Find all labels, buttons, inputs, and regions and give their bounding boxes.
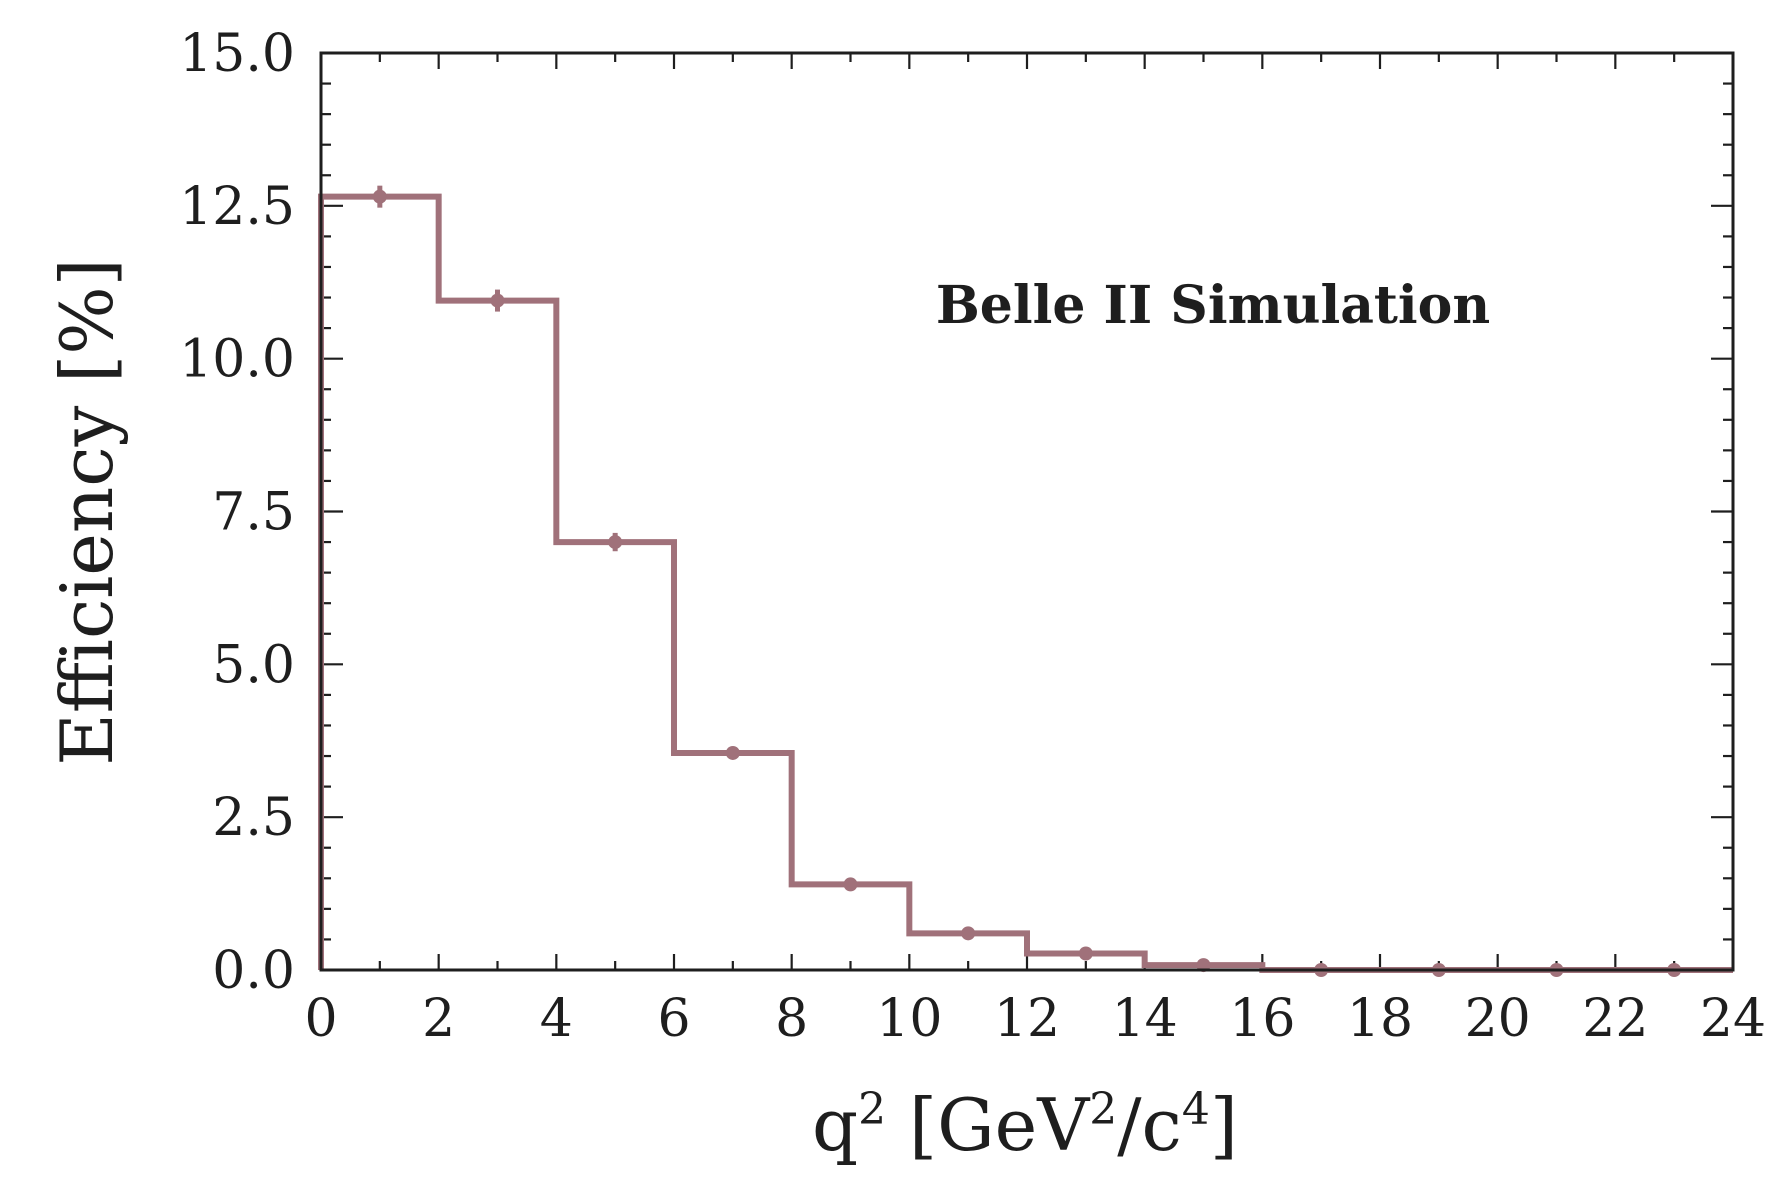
x-axis-title-unit-mid: /c: [1117, 1083, 1182, 1167]
x-axis-title-base: q: [812, 1083, 858, 1167]
x-tick-label: 6: [657, 989, 690, 1049]
x-tick-label: 8: [775, 989, 808, 1049]
data-point: [725, 745, 740, 760]
y-tick-label: 10.0: [179, 330, 295, 390]
x-tick-label: 10: [876, 989, 942, 1049]
x-axis-title: q2 [GeV2/c4]: [812, 1083, 1238, 1167]
y-tick-label: 7.5: [212, 483, 295, 543]
x-tick-label: 18: [1347, 989, 1413, 1049]
y-tick-label: 15.0: [179, 24, 295, 84]
belle-ii-simulation-annotation: Belle II Simulation: [936, 275, 1490, 336]
labels-layer: 0 2 4 6 8 10 12 14 16 18 20 22 240.02.55.07.510.012.…: [179, 24, 1766, 1049]
x-axis-title-unit-sup2: 4: [1182, 1084, 1210, 1135]
data-point: [1078, 946, 1093, 961]
x-tick-label: 14: [1112, 989, 1178, 1049]
data-point: [608, 535, 623, 550]
y-tick-label: 0.0: [212, 941, 295, 1001]
y-tick-label: 12.5: [179, 177, 295, 237]
y-tick-label: 2.5: [212, 788, 295, 848]
y-tick-label: 5.0: [212, 635, 295, 695]
plot-frame: [319, 51, 1735, 972]
data-point: [490, 293, 505, 308]
x-tick-label: 22: [1582, 989, 1648, 1049]
x-tick-label: 0: [304, 989, 337, 1049]
x-axis-title-unit-end: ]: [1210, 1083, 1238, 1167]
x-axis-title-unit-sup: 2: [1089, 1084, 1117, 1135]
data-point: [961, 926, 976, 941]
data-point: [843, 877, 858, 892]
x-tick-label: 2: [422, 989, 455, 1049]
x-tick-label: 12: [994, 989, 1060, 1049]
x-tick-label: 24: [1700, 989, 1766, 1049]
x-axis-title-unit-start: [GeV: [886, 1083, 1091, 1167]
x-axis-title-sup: 2: [858, 1084, 886, 1135]
x-tick-label: 16: [1229, 989, 1295, 1049]
x-tick-label: 4: [540, 989, 573, 1049]
ticks-layer: [319, 51, 1735, 972]
data-point: [372, 189, 387, 204]
y-axis-title: Efficiency [%]: [45, 258, 129, 766]
x-tick-label: 20: [1465, 989, 1531, 1049]
